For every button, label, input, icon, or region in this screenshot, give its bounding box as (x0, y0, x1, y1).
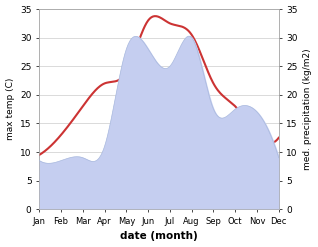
Y-axis label: max temp (C): max temp (C) (5, 78, 15, 140)
X-axis label: date (month): date (month) (120, 231, 198, 242)
Y-axis label: med. precipitation (kg/m2): med. precipitation (kg/m2) (303, 48, 313, 170)
